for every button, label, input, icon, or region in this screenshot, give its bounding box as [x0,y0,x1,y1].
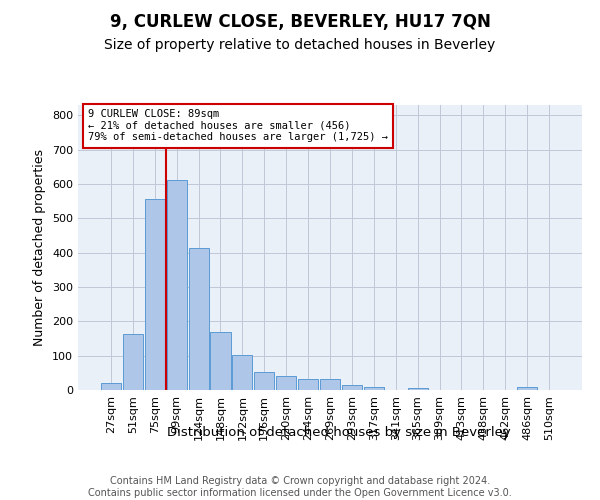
Text: Size of property relative to detached houses in Beverley: Size of property relative to detached ho… [104,38,496,52]
Bar [145,198,165,390]
Bar [232,354,253,390]
Y-axis label: Number of detached properties: Number of detached properties [34,149,46,346]
Text: Contains HM Land Registry data © Crown copyright and database right 2024.
Contai: Contains HM Land Registry data © Crown c… [88,476,512,498]
Text: 9 CURLEW CLOSE: 89sqm
← 21% of detached houses are smaller (456)
79% of semi-det: 9 CURLEW CLOSE: 89sqm ← 21% of detached … [88,110,388,142]
Bar [342,385,362,390]
Bar [320,380,340,390]
Text: 9, CURLEW CLOSE, BEVERLEY, HU17 7QN: 9, CURLEW CLOSE, BEVERLEY, HU17 7QN [110,12,490,30]
Bar [517,388,537,390]
Bar [123,334,143,390]
Text: Distribution of detached houses by size in Beverley: Distribution of detached houses by size … [167,426,511,439]
Bar [167,180,187,390]
Bar [188,248,209,390]
Bar [364,387,384,390]
Bar [101,383,121,390]
Bar [407,388,428,390]
Bar [276,376,296,390]
Bar [254,372,274,390]
Bar [211,332,230,390]
Bar [298,380,318,390]
